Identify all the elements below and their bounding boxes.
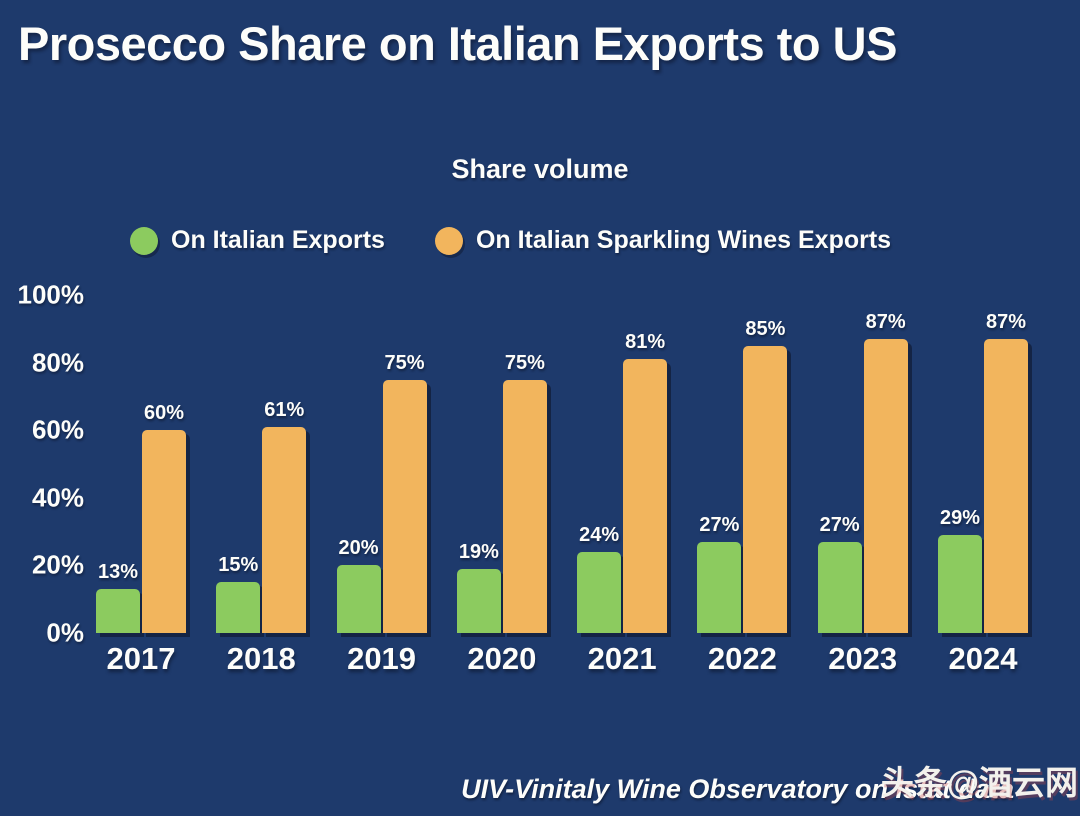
bar-group-2022: 27% 85% 2022 [697,295,788,676]
bar-wrap: 61% [262,295,307,633]
bar-wrap: 13% [96,295,140,633]
bar-value-label: 75% [504,351,545,374]
bar [336,565,381,633]
x-axis-label: 2021 [587,641,657,676]
y-axis-tick: 100% [17,279,85,310]
bar-value-label: 75% [384,351,425,374]
bar [142,430,186,633]
bar-group-2021: 24% 81% 2021 [577,295,668,676]
bar-value-label: 24% [579,523,620,546]
legend-item-0: On Italian Exports [130,226,385,255]
y-axis: 0% 20% 40% 60% 80% 100% [8,280,85,648]
bar-value-label: 13% [97,561,139,584]
bar-wrap: 87% [863,295,908,633]
y-axis-tick: 80% [31,347,84,378]
chart-title: Prosecco Share on Italian Exports to US [18,17,897,70]
source-attribution: UIV-Vinitaly Wine Observatory on Istat d… [461,774,1014,804]
bar-value-label: 61% [264,398,305,421]
bar [743,345,788,633]
legend-dot-icon [130,226,158,255]
bar [937,534,982,633]
bar-group-2020: 19% 75% 2020 [456,295,547,676]
bar [96,589,140,633]
bar [216,582,261,633]
x-axis-label: 2018 [226,641,296,676]
watermark: 头条@酒云网 [880,764,1078,801]
x-axis-label: 2024 [948,641,1018,676]
bar-wrap: 87% [983,295,1028,633]
x-axis-label: 2023 [828,641,898,676]
bar-group-2023: 27% 87% 2023 [817,295,908,676]
bar-value-label: 87% [865,310,906,333]
bar-wrap: 24% [577,295,622,633]
bar-wrap: 15% [216,295,261,633]
y-axis-tick: 20% [31,549,84,580]
bar-value-label: 27% [819,513,860,536]
plot-area: 13% 60% 2017 15% 61% 2018 20% 75% 2019 19% 75% 2020… [96,295,1028,676]
bar [863,338,908,633]
bar-wrap: 81% [623,295,668,633]
bar [577,551,622,633]
bar [983,338,1028,633]
chart-subtitle: Share volume [451,154,629,184]
bar-wrap: 27% [817,295,862,633]
bar [456,568,501,633]
legend-item-1: On Italian Sparkling Wines Exports [434,226,892,255]
bar-group-2024: 29% 87% 2024 [937,295,1028,676]
bar-group-2019: 20% 75% 2019 [336,295,427,676]
bar [817,541,862,633]
bar-wrap: 85% [743,295,788,633]
bar-group-2018: 15% 61% 2018 [216,295,307,676]
bar [382,379,427,633]
bar-value-label: 27% [699,513,740,536]
bar-value-label: 85% [745,317,786,340]
bar-wrap: 75% [382,295,427,633]
legend: On Italian Exports On Italian Sparkling W… [130,226,891,255]
legend-label: On Italian Exports [171,226,385,254]
x-axis-label: 2017 [106,641,176,676]
bar-value-label: 87% [985,310,1026,333]
bar [262,426,307,633]
y-axis-tick: 40% [31,482,84,513]
bar [623,359,668,633]
bar-wrap: 20% [336,295,381,633]
bar-wrap: 27% [697,295,742,633]
bar [502,379,547,633]
x-axis-label: 2020 [467,641,537,676]
bar-value-label: 19% [458,540,499,563]
bar-value-label: 60% [143,402,185,425]
x-axis-label: 2022 [707,641,777,676]
bar-wrap: 29% [937,295,982,633]
bar-value-label: 20% [338,537,379,560]
bar-wrap: 60% [142,295,186,633]
bar-value-label: 29% [939,506,980,529]
x-axis-label: 2019 [347,641,417,676]
bar-value-label: 15% [218,554,259,577]
y-axis-tick: 60% [31,414,84,445]
bar-group-2017: 13% 60% 2017 [96,295,186,676]
bar-value-label: 81% [625,331,666,354]
bar-wrap: 19% [456,295,501,633]
y-axis-tick: 0% [46,617,84,648]
legend-dot-icon [434,226,463,255]
legend-label: On Italian Sparkling Wines Exports [475,226,892,254]
bar-wrap: 75% [502,295,547,633]
bar [697,541,742,633]
